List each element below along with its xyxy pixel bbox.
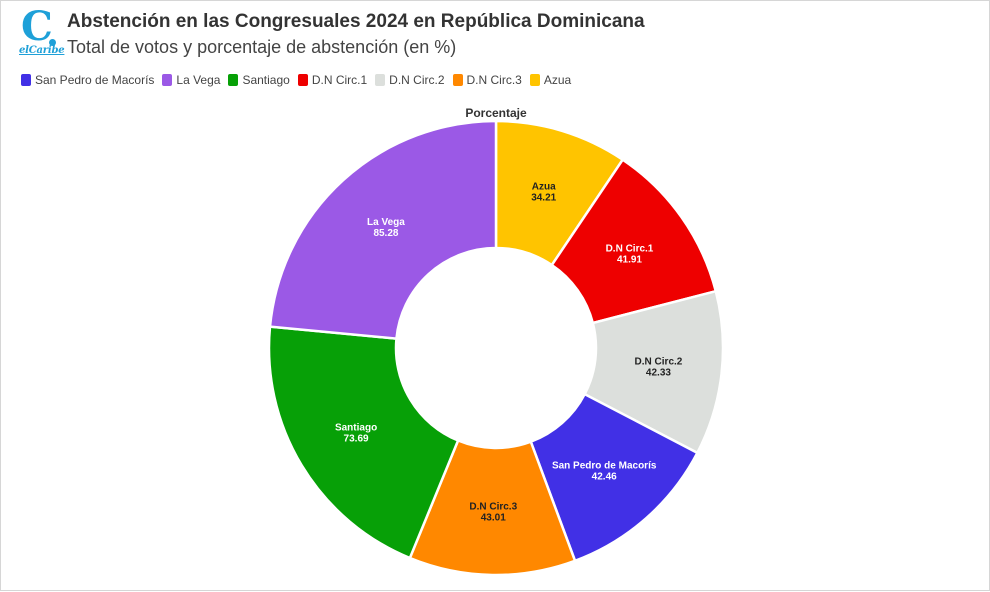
legend-label: D.N Circ.3 <box>466 73 522 87</box>
legend-label: D.N Circ.1 <box>311 73 368 87</box>
legend-swatch <box>529 74 540 86</box>
slice-label-san-pedro-de-macoris: San Pedro de Macorís 42.46 <box>552 461 657 483</box>
legend-swatch <box>228 74 239 86</box>
chart-title: Abstención en las Congresuales 2024 en R… <box>67 11 645 32</box>
legend-label: San Pedro de Macorís <box>35 73 155 87</box>
legend-item-azua[interactable]: Azua <box>529 73 572 87</box>
legend-item-san-pedro-de-macoris[interactable]: San Pedro de Macorís <box>21 73 154 87</box>
slice-san-pedro-de-macoris[interactable] <box>529 392 700 563</box>
slice-d-n-circ-3[interactable] <box>408 438 577 577</box>
elcaribe-logo: C elCaribe <box>19 3 65 56</box>
slice-label-d-n-circ-1: D.N Circ.1 41.91 <box>606 244 654 266</box>
legend-swatch <box>297 74 308 86</box>
legend-item-d-n-circ-2[interactable]: D.N Circ.2 <box>375 73 445 87</box>
legend-item-la-vega[interactable]: La Vega <box>162 73 220 87</box>
legend-swatch <box>375 74 386 86</box>
legend-label: Santiago <box>242 73 290 87</box>
slice-label-azua: Azua 34.21 <box>531 182 556 204</box>
slice-d-n-circ-2[interactable] <box>583 289 725 455</box>
slice-label-la-vega: La Vega 85.28 <box>367 217 405 239</box>
legend: San Pedro de Macorís La Vega Santiago D.N C… <box>21 73 571 87</box>
legend-label: D.N Circ.2 <box>389 73 445 87</box>
slice-label-santiago: Santiago 73.69 <box>335 423 377 445</box>
legend-item-d-n-circ-1[interactable]: D.N Circ.1 <box>297 73 368 87</box>
slice-la-vega[interactable] <box>268 119 498 340</box>
legend-label: La Vega <box>176 73 221 87</box>
chart-subtitle: Total de votos y porcentaje de abstenció… <box>67 37 457 57</box>
pie-title: Porcentaje <box>465 106 527 120</box>
legend-swatch <box>21 74 31 86</box>
slice-santiago[interactable] <box>267 325 460 560</box>
slice-d-n-circ-1[interactable] <box>550 157 718 325</box>
legend-swatch <box>162 74 173 86</box>
legend-item-santiago[interactable]: Santiago <box>228 73 290 87</box>
legend-swatch <box>452 74 463 86</box>
slice-label-d-n-circ-3: D.N Circ.3 43.01 <box>469 501 517 523</box>
legend-label: Azua <box>543 73 572 87</box>
slice-label-d-n-circ-2: D.N Circ.2 42.33 <box>635 357 683 379</box>
legend-item-d-n-circ-3[interactable]: D.N Circ.3 <box>452 73 522 87</box>
